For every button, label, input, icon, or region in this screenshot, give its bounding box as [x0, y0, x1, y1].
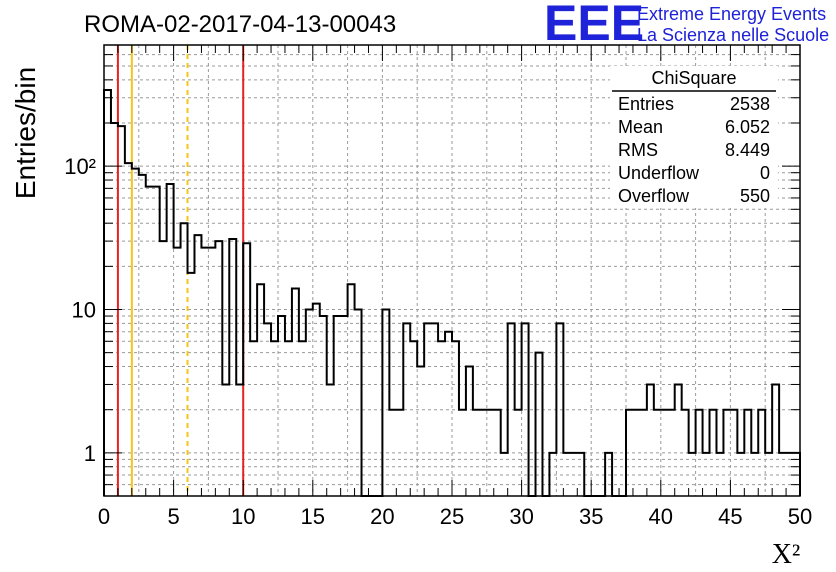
x-axis-label: X²: [772, 539, 801, 570]
stats-row-value: 8.449: [725, 140, 770, 160]
stats-rows: Entries 2538 Mean 6.052 RMS 8.449 Underflow 0 Ov…: [618, 94, 770, 206]
x-tick-label: 15: [301, 504, 325, 529]
x-tick-label: 0: [98, 504, 110, 529]
stats-title: ChiSquare: [651, 68, 736, 88]
x-tick-label: 10: [231, 504, 255, 529]
stats-row-value: 2538: [730, 94, 770, 114]
stats-box: ChiSquare Entries 2538 Mean 6.052 RMS 8.449 Un…: [610, 66, 778, 208]
x-tick-label: 40: [649, 504, 673, 529]
logo-line1: Extreme Energy Events: [637, 4, 826, 24]
logo-line2: La Scienza nelle Scuole: [637, 25, 829, 45]
eee-logo: EEE Extreme Energy Events La Scienza nel…: [544, 0, 829, 51]
stats-row-value: 550: [740, 186, 770, 206]
stats-row-label: Underflow: [618, 163, 700, 183]
x-tick-label: 25: [440, 504, 464, 529]
chart-title: ROMA-02-2017-04-13-00043: [84, 11, 396, 38]
histogram-step-line: [103, 88, 801, 497]
stats-row-label: RMS: [618, 140, 658, 160]
x-tick-label: 45: [718, 504, 742, 529]
y-axis-label: Entries/bin: [10, 67, 41, 199]
x-tick-label: 35: [579, 504, 603, 529]
stats-row-value: 6.052: [725, 117, 770, 137]
y-tick-label: 10²: [64, 154, 96, 179]
y-tick-label: 10: [72, 297, 96, 322]
stats-row-label: Overflow: [618, 186, 690, 206]
x-tick-label: 50: [788, 504, 812, 529]
x-tick-label: 5: [167, 504, 179, 529]
axes: 0 5 10 15 20 25 30 35 40 45 50 1 10 10²: [64, 44, 812, 529]
x-tick-label: 30: [509, 504, 533, 529]
stats-row-value: 0: [760, 163, 770, 183]
y-tick-label: 1: [84, 441, 96, 466]
stats-box-background: [610, 66, 778, 208]
logo-mark: EEE: [544, 0, 644, 51]
x-tick-label: 20: [370, 504, 394, 529]
stats-row-label: Entries: [618, 94, 674, 114]
stats-row-label: Mean: [618, 117, 663, 137]
